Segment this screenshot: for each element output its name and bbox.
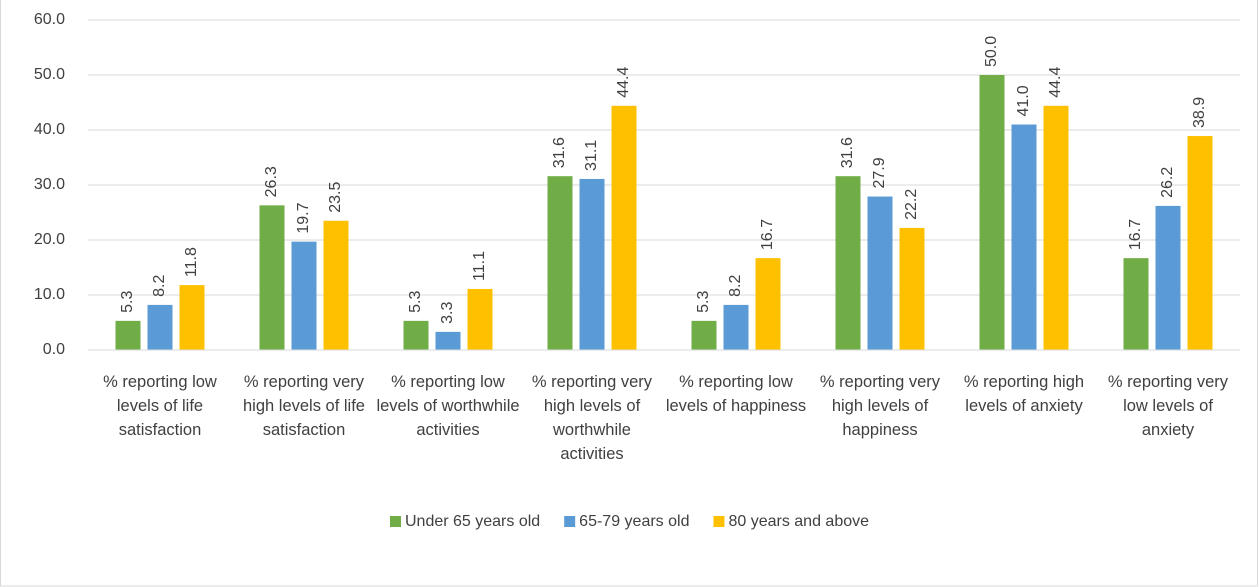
- bar: [579, 178, 605, 350]
- data-label: 11.8: [183, 247, 200, 277]
- data-label: 3.3: [439, 302, 456, 324]
- data-label: 26.3: [263, 166, 280, 197]
- x-tick-label: % reporting low levels of happiness: [665, 373, 807, 415]
- bar: [403, 320, 429, 350]
- data-label: 22.2: [903, 189, 920, 220]
- y-tick-label: 40.0: [34, 121, 65, 138]
- y-tick-label: 30.0: [34, 176, 65, 193]
- bar: [291, 241, 317, 350]
- bar: [1011, 124, 1037, 350]
- y-tick-label: 50.0: [34, 66, 65, 83]
- x-tick-label: % reporting low levels of life satisfact…: [103, 373, 217, 439]
- data-label: 5.3: [119, 291, 136, 313]
- y-tick-label: 60.0: [34, 11, 65, 28]
- data-label: 5.3: [407, 291, 424, 313]
- bar: [723, 304, 749, 350]
- bar: [899, 227, 925, 350]
- data-label: 11.1: [471, 251, 488, 281]
- bar: [691, 320, 717, 350]
- bar: [1155, 205, 1181, 350]
- data-label: 50.0: [983, 36, 1000, 67]
- data-label: 16.7: [1127, 219, 1144, 250]
- legend-swatch: [713, 516, 725, 527]
- data-label: 44.4: [615, 67, 632, 98]
- bar: [179, 285, 205, 350]
- y-tick-label: 20.0: [34, 231, 65, 248]
- data-label: 8.2: [151, 275, 168, 297]
- data-label: 31.6: [551, 137, 568, 168]
- legend-label: 80 years and above: [728, 513, 869, 530]
- bar: [259, 205, 285, 350]
- bar: [1187, 136, 1213, 350]
- x-tick-label: % reporting low levels of worthwhile act…: [376, 373, 520, 439]
- bar: [115, 320, 141, 350]
- y-tick-label: 0.0: [43, 341, 65, 358]
- data-label: 44.4: [1047, 67, 1064, 98]
- bar: [1043, 105, 1069, 350]
- bar: [323, 220, 349, 350]
- bar: [435, 331, 461, 350]
- data-label: 41.0: [1015, 85, 1032, 116]
- bar: [835, 176, 861, 350]
- data-label: 31.6: [839, 137, 856, 168]
- bar: [755, 258, 781, 350]
- x-tick-label: % reporting high levels of anxiety: [963, 373, 1085, 415]
- legend-label: 65-79 years old: [579, 513, 689, 530]
- data-label: 31.1: [583, 140, 600, 171]
- y-tick-label: 10.0: [34, 286, 65, 303]
- data-label: 38.9: [1191, 97, 1208, 128]
- data-label: 23.5: [327, 182, 344, 213]
- data-label: 5.3: [695, 291, 712, 313]
- bar: [979, 75, 1005, 350]
- bar: [611, 105, 637, 350]
- x-tick-label: % reporting very high levels of worthwhi…: [531, 373, 653, 463]
- data-label: 8.2: [727, 275, 744, 297]
- legend-swatch: [389, 516, 401, 527]
- bar: [547, 176, 573, 350]
- bar: [467, 288, 493, 350]
- data-label: 19.7: [295, 202, 312, 233]
- data-label: 27.9: [871, 157, 888, 188]
- x-tick-label: % reporting very high levels of life sat…: [243, 373, 365, 439]
- bar: [867, 196, 893, 350]
- data-label: 26.2: [1159, 167, 1176, 198]
- legend-label: Under 65 years old: [405, 513, 540, 530]
- legend-swatch: [564, 516, 576, 527]
- bar: [147, 304, 173, 350]
- x-tick-label: % reporting very low levels of anxiety: [1107, 373, 1229, 439]
- data-label: 16.7: [759, 219, 776, 250]
- x-tick-label: % reporting very high levels of happines…: [819, 373, 941, 439]
- bar: [1123, 258, 1149, 350]
